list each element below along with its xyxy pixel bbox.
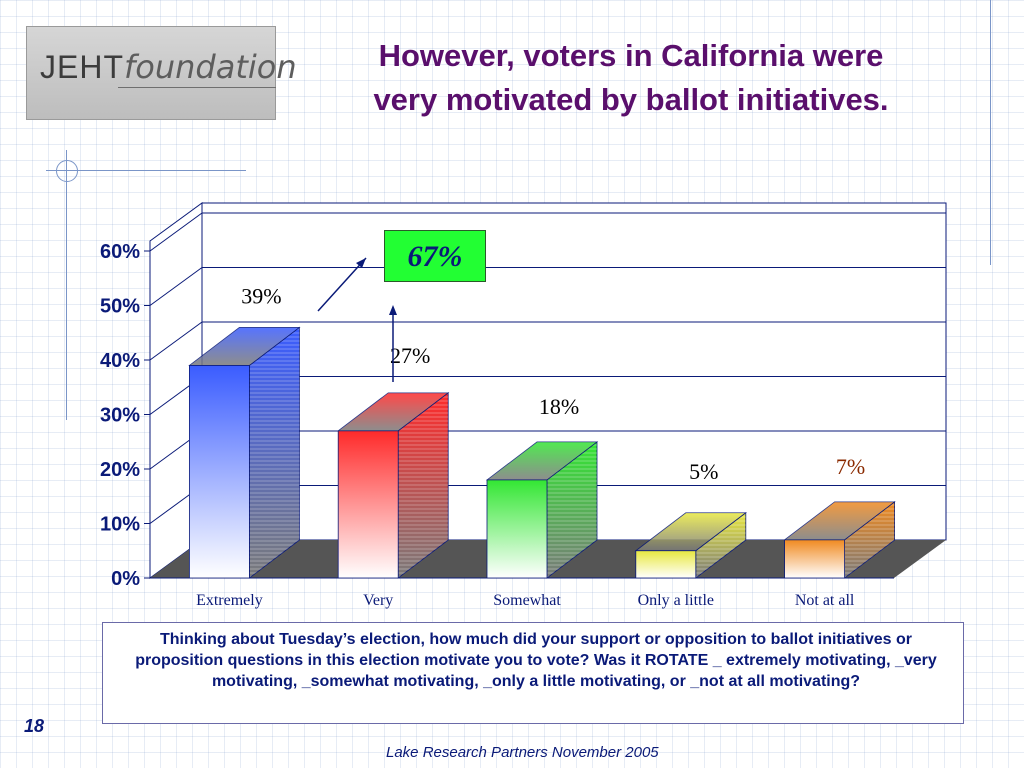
decor-horizontal-line <box>46 170 246 171</box>
arrow-vertical-head <box>389 305 397 315</box>
y-axis-ticks: 0% 10% 20% 30% 40% 50% 60% <box>100 241 150 590</box>
arrow-diagonal-head <box>356 258 366 268</box>
gridline-depth <box>149 212 203 252</box>
bar-side-hatch <box>249 327 300 578</box>
x-tick-label: Extremely <box>196 592 263 609</box>
page-number: 18 <box>24 716 45 736</box>
y-tick-label: 50% <box>100 296 140 318</box>
data-labels: 39% 27% 18% 5% 7% <box>241 283 865 483</box>
bar-side-hatch <box>547 441 597 578</box>
bar <box>784 539 845 579</box>
logo-main: JEHT <box>40 49 124 85</box>
bar-side-hatch <box>398 392 449 578</box>
y-tick-label: 10% <box>100 514 140 536</box>
bar <box>635 550 697 579</box>
y-tick-label: 30% <box>100 405 140 427</box>
data-label: 5% <box>689 459 718 484</box>
y-tick-label: 0% <box>111 568 140 590</box>
data-label: 39% <box>241 283 281 308</box>
x-tick-label: Somewhat <box>493 592 561 609</box>
y-tick-label: 60% <box>100 241 140 263</box>
gridline-depth <box>149 267 203 306</box>
x-tick-label: Only a little <box>638 592 714 609</box>
logo-rule <box>118 87 276 88</box>
logo-text: JEHTfoundation <box>40 48 297 86</box>
question-text: Thinking about Tuesday’s election, how m… <box>102 622 964 724</box>
data-label: 18% <box>539 394 579 419</box>
bar-side-hatch <box>695 512 746 578</box>
logo-italic: foundation <box>124 48 297 86</box>
arrows <box>317 257 397 382</box>
bar <box>337 430 399 579</box>
data-label: 7% <box>836 454 865 479</box>
slide-title: However, voters in California were very … <box>296 34 966 122</box>
decor-circle <box>56 160 78 182</box>
footer-source: Lake Research Partners November 2005 <box>386 744 659 761</box>
total-callout: 67% <box>384 230 486 282</box>
arrow-diagonal <box>317 257 367 312</box>
data-label: 27% <box>390 343 430 368</box>
y-tick-label: 40% <box>100 350 140 372</box>
x-axis-labels: Extremely Very Somewhat Only a little Not at… <box>196 592 855 609</box>
bar <box>188 365 250 579</box>
y-tick-label: 20% <box>100 459 140 481</box>
decor-right-line <box>990 0 991 265</box>
decor-vertical-line <box>66 150 67 420</box>
x-tick-label: Not at all <box>795 592 855 609</box>
bar-chart: 0% 10% 20% 30% 40% 50% 60% Extremely Very Somewh… <box>100 202 947 609</box>
bar-side-hatch <box>844 501 895 578</box>
bar <box>486 479 548 579</box>
logo <box>26 26 276 120</box>
title-line-2: very motivated by ballot initiatives. <box>373 82 889 117</box>
x-tick-label: Very <box>363 592 393 609</box>
title-line-1: However, voters in California were <box>378 38 884 73</box>
gridline-depth <box>149 321 203 361</box>
chart-bars <box>188 326 896 579</box>
